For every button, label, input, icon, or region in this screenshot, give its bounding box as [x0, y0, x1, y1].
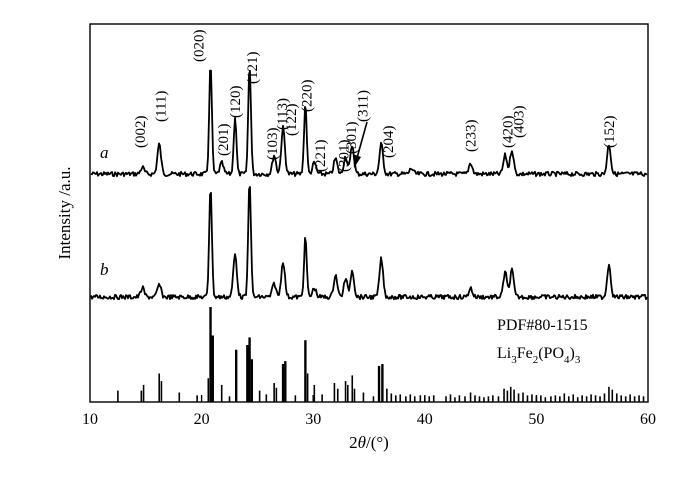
formula-part: (PO — [538, 345, 564, 362]
peak-label: (020) — [191, 30, 207, 63]
x-axis-label-part: /(°) — [366, 433, 389, 452]
peak-label: (221) — [313, 140, 329, 173]
trace-b-line — [90, 186, 648, 301]
formula-sub: 4 — [564, 354, 570, 366]
peak-label: (152) — [602, 116, 618, 149]
x-tick-label: 20 — [194, 411, 210, 428]
reference-lines-group — [117, 307, 645, 402]
plot-frame — [89, 23, 649, 403]
trace-a-line — [90, 69, 648, 178]
peak-labels-group: (002)(111) (020) (201) (120)(121) (103)(113)… — [133, 30, 618, 173]
formula-part: ) — [570, 345, 575, 362]
peak-label: (204) — [381, 126, 397, 159]
reference-pdf-label: PDF#80-1515 — [497, 317, 588, 334]
x-tick-label: 40 — [417, 411, 433, 428]
traces-group — [90, 69, 648, 301]
peak-label: (220) — [300, 80, 316, 113]
peak-label: (002) — [133, 116, 149, 149]
peak-label: (111) — [153, 91, 169, 122]
trace-label-b: b — [100, 260, 109, 279]
x-tick-label: 30 — [305, 411, 321, 428]
peak-label: (233) — [464, 120, 480, 153]
formula-sub: 3 — [575, 354, 581, 366]
formula-sub: 3 — [511, 354, 517, 366]
peak-label: (311) — [355, 90, 371, 122]
y-axis-label: Intensity /a.u. — [55, 166, 74, 259]
pointer-arrowhead — [353, 154, 361, 168]
x-tick-label: 50 — [528, 411, 544, 428]
peak-label: (301) — [344, 122, 360, 155]
x-axis-label: 2θ/(°) — [349, 433, 389, 452]
peak-label: (122) — [284, 104, 300, 137]
pointer-arrow — [356, 121, 368, 159]
peak-label: (403) — [512, 106, 528, 139]
peak-label: (301) — [336, 140, 352, 173]
x-ticks-group: 10 20 30 40 50 60 — [82, 395, 656, 428]
x-axis-label-part: 2 — [349, 433, 358, 452]
peak-label: (420) — [500, 116, 516, 149]
peak-label: (103) — [265, 128, 281, 161]
reference-formula: Li3Fe2(PO4)3 — [497, 345, 581, 366]
x-tick-label: 10 — [82, 411, 98, 428]
peak-label: (201) — [216, 124, 232, 157]
trace-label-a: a — [100, 143, 109, 162]
x-tick-label: 60 — [640, 411, 656, 428]
x-axis-label-theta: θ — [358, 433, 366, 452]
formula-sub: 2 — [533, 354, 539, 366]
formula-part: Li — [497, 345, 512, 362]
formula-part: Fe — [517, 345, 533, 362]
peak-label: (120) — [228, 86, 244, 119]
peak-label: (121) — [245, 52, 261, 85]
peak-label: (113) — [275, 98, 291, 130]
